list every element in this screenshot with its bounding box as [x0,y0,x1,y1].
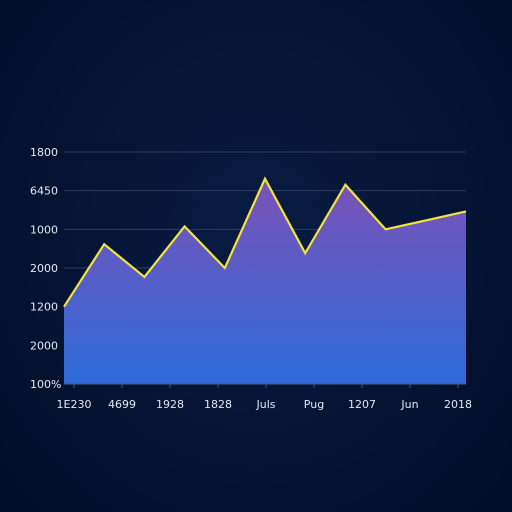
x-tick-label: 1E230 [57,398,92,411]
x-tick-label: 1207 [348,398,376,411]
series-area [64,178,466,384]
x-tick-label: 4699 [108,398,136,411]
plot-area [63,176,467,384]
y-tick-label: 100% [30,378,61,391]
y-tick-label: 2000 [30,339,58,352]
y-axis-ticks: 1800 6450 1000 2000 1200 2000 100% [30,146,61,391]
x-axis-ticks: 1E230 4699 1928 1828 Juls Pug 1207 Jun 2018 [57,384,472,411]
y-tick-label: 1800 [30,146,58,159]
y-tick-label: 1000 [30,223,58,236]
x-tick-label: 1928 [156,398,184,411]
y-tick-label: 6450 [30,185,58,198]
y-tick-label: 2000 [30,262,58,275]
x-tick-label: Juls [255,398,275,411]
x-tick-label: Pug [304,398,324,411]
x-tick-label: Jun [400,398,418,411]
x-tick-label: 2018 [444,398,472,411]
x-tick-label: 1828 [204,398,232,411]
y-tick-label: 1200 [30,301,58,314]
